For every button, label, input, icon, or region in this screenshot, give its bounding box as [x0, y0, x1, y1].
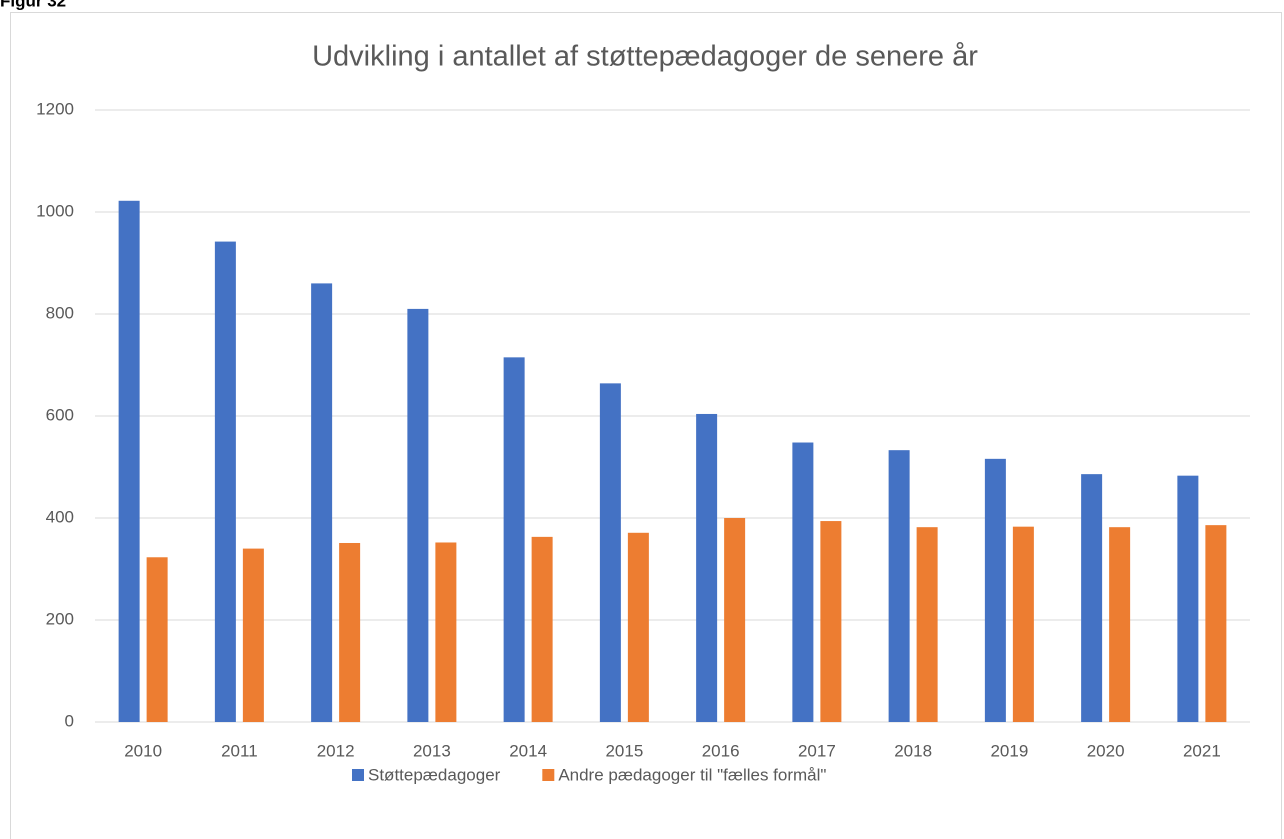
chart-frame: [10, 12, 1282, 839]
bar: [888, 450, 910, 722]
x-tick-label: 2016: [702, 741, 740, 760]
bar: [724, 518, 746, 722]
legend-swatch: [542, 769, 555, 781]
y-tick-label: 400: [46, 507, 74, 526]
x-tick-label: 2014: [509, 741, 547, 760]
y-tick-label: 1200: [36, 99, 74, 118]
bar: [339, 542, 361, 722]
x-tick-label: 2017: [798, 741, 836, 760]
bar: [599, 383, 621, 722]
bar: [146, 557, 168, 722]
y-tick-label: 600: [46, 405, 74, 424]
legend-label: Andre pædagoger til "fælles formål": [558, 765, 826, 784]
figure-label: Figur 32: [0, 0, 66, 10]
bar: [407, 308, 429, 722]
bar: [820, 521, 842, 722]
bar: [792, 442, 814, 722]
y-tick-label: 800: [46, 303, 74, 322]
bar: [503, 357, 525, 722]
chart-title: Udvikling i antallet af støttepædagoger …: [312, 41, 978, 73]
bar: [435, 542, 457, 722]
bar: [984, 458, 1006, 722]
bar: [1205, 525, 1227, 722]
bar: [1081, 474, 1103, 722]
bar: [696, 413, 718, 722]
y-tick-label: 200: [46, 609, 74, 628]
legend-swatch: [352, 769, 364, 781]
x-tick-label: 2011: [221, 741, 258, 760]
bar: [242, 548, 264, 722]
bar: [627, 532, 649, 722]
bar: [916, 527, 938, 722]
bar: [311, 283, 333, 722]
y-tick-label: 1000: [36, 201, 74, 220]
x-tick-label: 2021: [1183, 741, 1221, 760]
x-tick-label: 2020: [1087, 741, 1125, 760]
bar: [1177, 475, 1199, 722]
bar: [1109, 527, 1131, 722]
bar: [531, 536, 553, 722]
legend-label: Støttepædagoger: [368, 765, 501, 784]
bar: [214, 241, 236, 722]
bar: [118, 200, 140, 722]
y-tick-label: 0: [65, 711, 74, 730]
x-tick-label: 2010: [124, 741, 162, 760]
x-tick-label: 2015: [605, 741, 643, 760]
x-tick-label: 2013: [413, 741, 451, 760]
x-tick-label: 2018: [894, 741, 932, 760]
x-tick-label: 2012: [317, 741, 355, 760]
x-tick-label: 2019: [990, 741, 1028, 760]
bar: [1012, 526, 1034, 722]
